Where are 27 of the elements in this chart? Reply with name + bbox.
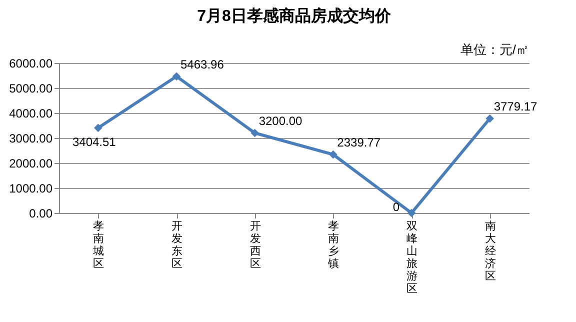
- y-tick-label: 3000.00: [9, 132, 53, 146]
- data-label: 2339.77: [337, 136, 381, 150]
- x-tick-label: 孝南乡镇: [327, 220, 340, 270]
- data-label: 0: [392, 200, 400, 214]
- point: [407, 208, 416, 218]
- chart-title: 7月8日孝感商品房成交均价: [197, 6, 392, 25]
- point: [94, 124, 102, 132]
- data-label: 3404.51: [72, 134, 116, 149]
- point: [486, 114, 494, 123]
- x-tick-label: 孝南城区: [92, 220, 104, 270]
- y-tick-label: 6000.00: [9, 56, 53, 70]
- y-tick-label: 1000.00: [9, 182, 53, 196]
- point: [172, 72, 181, 81]
- x-tick-label: 南大经济区: [484, 220, 496, 282]
- x-tick-label: 开发东区: [172, 220, 182, 270]
- data-label: 3779.17: [494, 100, 538, 114]
- x-tick-label: 开发西区: [250, 220, 261, 270]
- y-tick-label: 0.00: [29, 206, 53, 220]
- data-label: 3200.00: [258, 114, 303, 128]
- y-tick-label: 4000.00: [9, 106, 53, 120]
- data-label: 5463.96: [180, 57, 224, 72]
- y-tick-label: 2000.00: [9, 156, 53, 170]
- y-tick-label: 5000.00: [9, 82, 53, 96]
- point: [250, 128, 260, 138]
- x-tick-label: 双峰山旅游区: [406, 220, 418, 295]
- text: 单位：元/㎡: [460, 42, 529, 57]
- point: [328, 150, 338, 159]
